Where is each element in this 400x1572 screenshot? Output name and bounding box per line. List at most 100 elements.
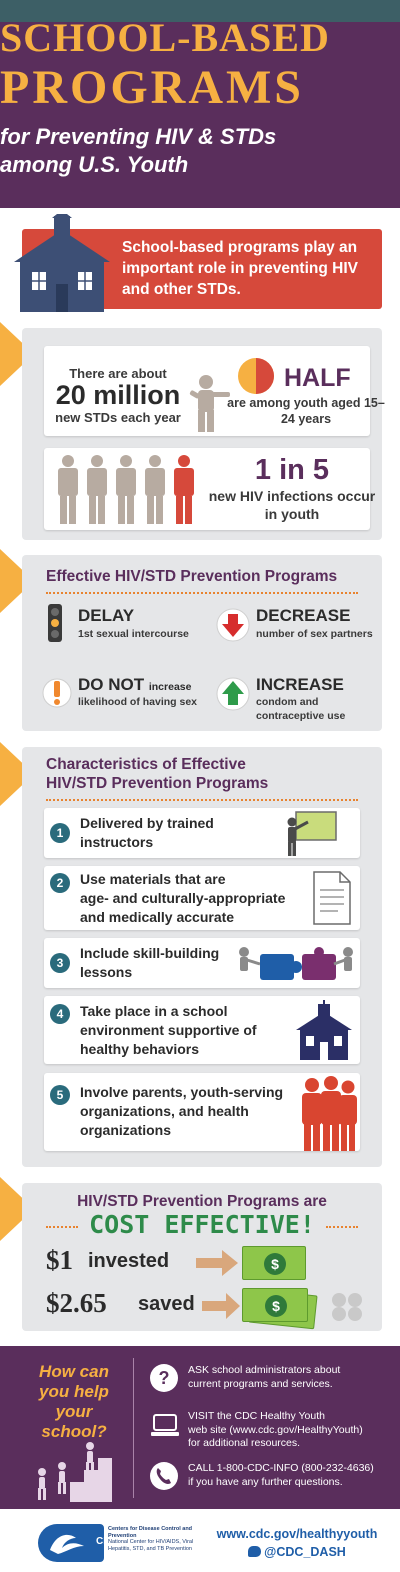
subtitle-line-2: among U.S. Youth <box>0 152 189 177</box>
text-line: instructors <box>80 834 154 850</box>
characteristic-card-3: 3 Include skill-building lessons <box>44 938 360 988</box>
hiv-subtext: new HIV infections occur in youth <box>208 488 376 522</box>
phone-icon <box>150 1462 178 1490</box>
laptop-icon <box>150 1412 179 1440</box>
healthy-youth-link[interactable]: www.cdc.gov/healthyyouth <box>216 1527 378 1541</box>
characteristic-card-2: 2 Use materials that are age- and cultur… <box>44 866 360 930</box>
invested-label: invested <box>88 1250 170 1272</box>
characteristic-card-4: 4 Take place in a school environment sup… <box>44 996 360 1064</box>
delay-label: DELAY <box>78 606 135 625</box>
puzzle-pieces-icon <box>239 947 353 980</box>
cost-effective-label: COST EFFECTIVE! <box>89 1210 315 1239</box>
characteristics-title-2: HIV/STD Prevention Programs <box>46 775 269 792</box>
text-line: Involve parents, youth-serving <box>80 1084 284 1100</box>
pointing-person-icon <box>189 375 230 432</box>
characteristic-text: Involve parents, youth-serving organizat… <box>80 1083 283 1140</box>
number-badge: 2 <box>50 873 70 893</box>
do-not-sub: likelihood of having sex <box>78 696 198 708</box>
text-line: current programs and services. <box>188 1377 333 1390</box>
dollar-bill: $ <box>242 1246 306 1280</box>
question-line: you help <box>39 1382 109 1401</box>
dollar-sign: $ <box>264 1253 286 1275</box>
number-badge: 1 <box>50 823 70 843</box>
school-building-icon <box>296 1000 352 1060</box>
do-not-label-inline: increase <box>148 681 192 693</box>
half-label: HALF <box>284 364 351 392</box>
header <box>0 22 400 208</box>
help-ask-text: ASK school administrators about current … <box>188 1364 388 1391</box>
effective-programs-panel <box>22 555 382 731</box>
characteristic-text: Use materials that are age- and cultural… <box>80 870 285 927</box>
exclamation-icon <box>42 678 72 708</box>
delay-sub: 1st sexual intercourse <box>78 628 189 640</box>
characteristic-text: Take place in a school environment suppo… <box>80 1002 257 1059</box>
text-line: Include skill-building <box>80 945 220 961</box>
org-sub: National Center for HIV/AIDS, Viral Hepa… <box>108 1539 194 1552</box>
cdc-org-name: Centers for Disease Control and Preventi… <box>108 1526 204 1552</box>
help-question: How can you help your school? <box>22 1362 126 1442</box>
dotted-divider <box>46 799 358 801</box>
std-pre-text: There are about <box>69 366 167 381</box>
climbing-stairs-icon <box>38 1442 112 1502</box>
text-line: Take place in a school <box>80 1003 228 1019</box>
increase-sub: condom and contraceptive use <box>256 696 346 722</box>
decrease-sub: number of sex partners <box>256 628 373 640</box>
cdc-logo: CDC <box>38 1524 118 1562</box>
question-line: school? <box>41 1422 107 1441</box>
number-badge: 3 <box>50 953 70 973</box>
dotted-divider <box>46 592 358 594</box>
text-line: environment supportive of <box>80 1022 257 1038</box>
hhs-eagle-icon <box>50 1534 84 1554</box>
dotted-divider <box>326 1226 358 1228</box>
dollar-bill: $ <box>242 1288 308 1322</box>
dotted-divider <box>46 1226 78 1228</box>
text-line: organizations <box>80 1122 172 1138</box>
help-call-text: CALL 1-800-CDC-INFO (800-232-4636) if yo… <box>188 1462 388 1489</box>
twitter-bird-icon <box>248 1546 262 1557</box>
text-line: and medically accurate <box>80 909 235 925</box>
half-subtext: are among youth aged 15–24 years <box>227 396 385 426</box>
question-line: your <box>55 1402 93 1421</box>
text-line: if you have any further questions. <box>188 1475 343 1488</box>
help-divider <box>133 1358 134 1498</box>
text-line: Use materials that are <box>80 871 226 887</box>
number-badge: 5 <box>50 1085 70 1105</box>
text-line: organizations, and health <box>80 1103 249 1119</box>
five-people-icon <box>58 455 194 524</box>
group-silhouette-icon <box>302 1076 357 1151</box>
dollar-sign: $ <box>265 1295 287 1317</box>
document-icon <box>313 871 351 925</box>
characteristic-text: Delivered by trained instructors <box>80 814 214 852</box>
hiv-ratio: 1 in 5 <box>254 454 330 486</box>
characteristic-card-1: 1 Delivered by trained instructors <box>44 808 360 858</box>
text-line: VISIT the CDC Healthy Youth <box>188 1410 325 1422</box>
text-line: age- and culturally-appropriate <box>80 890 286 906</box>
twitter-handle-text: @CDC_DASH <box>264 1545 346 1559</box>
org-bold: Centers for Disease Control and Preventi… <box>108 1526 193 1539</box>
number-badge: 4 <box>50 1004 70 1024</box>
down-arrow-icon <box>216 608 250 642</box>
cost-title: HIV/STD Prevention Programs are <box>77 1193 327 1210</box>
arrow-right-icon <box>196 1250 238 1276</box>
text-line: ASK school administrators about <box>188 1364 341 1376</box>
arrow-right-icon <box>202 1293 240 1319</box>
top-stripe <box>0 0 400 22</box>
twitter-handle[interactable]: @CDC_DASH <box>212 1545 382 1559</box>
std-count: 20 million <box>55 380 181 410</box>
text-line: web site (www.cdc.gov/HealthyYouth) <box>188 1423 363 1436</box>
decrease-label: DECREASE <box>256 606 351 625</box>
do-not-label: DO NOT increase <box>78 675 191 695</box>
do-not-label-big: DO NOT <box>78 675 145 694</box>
invested-amount: $1 <box>46 1245 73 1275</box>
text-line: lessons <box>80 964 133 980</box>
traffic-light-icon <box>48 604 62 642</box>
up-arrow-icon <box>216 677 250 711</box>
characteristic-text: Include skill-building lessons <box>80 944 219 982</box>
characteristic-card-5: 5 Involve parents, youth-serving organiz… <box>44 1073 360 1151</box>
cdc-logo-text: CDC <box>96 1536 118 1547</box>
coins-icon <box>332 1293 362 1321</box>
title-line-1: SCHOOL-BASED <box>0 15 330 60</box>
help-section <box>0 1346 400 1509</box>
text-line: for additional resources. <box>188 1437 301 1449</box>
half-pie-icon <box>238 358 274 394</box>
